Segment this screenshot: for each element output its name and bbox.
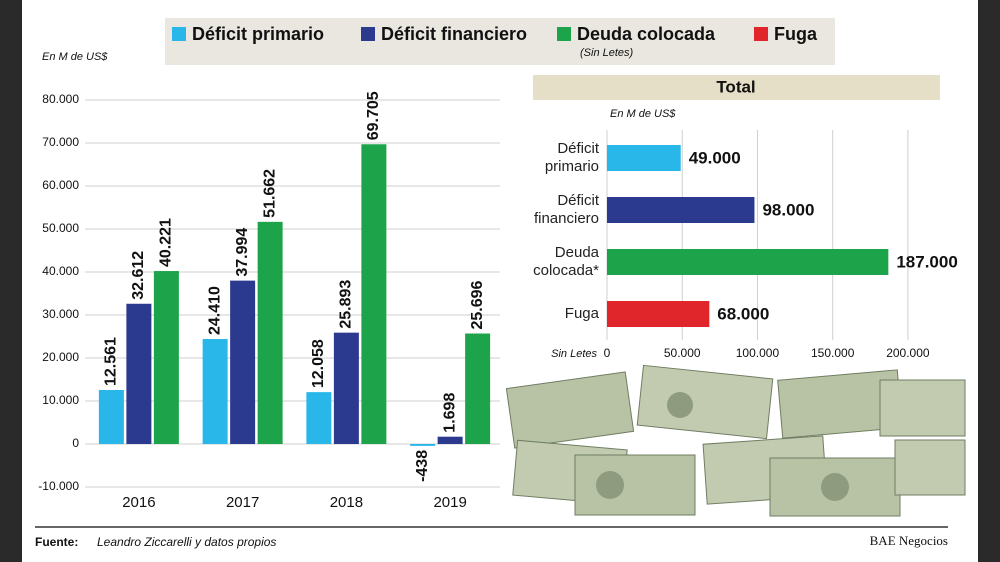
value-label: 1.698: [441, 393, 458, 433]
bar: [410, 444, 436, 446]
bar: [437, 436, 463, 444]
y-tick-label: 20.000: [42, 350, 79, 364]
x-tick-label: 50.000: [664, 346, 701, 360]
legend-label: Déficit financiero: [381, 24, 527, 44]
x-tick-label: 2017: [226, 494, 259, 511]
bar: [306, 392, 332, 444]
panel-title: Total: [716, 77, 755, 96]
value-label: 12.561: [103, 337, 120, 386]
y-tick-label: 10.000: [42, 393, 79, 407]
y-tick-label: -10.000: [38, 479, 79, 493]
y-tick-label: 30.000: [42, 307, 79, 321]
legend-swatch: [172, 27, 186, 41]
y-tick-label: Fuga: [564, 305, 599, 322]
value-label: 51.662: [261, 169, 278, 218]
legend-label: Deuda colocada: [577, 24, 716, 44]
y-tick-label: 70.000: [42, 135, 79, 149]
bar: [465, 333, 491, 444]
legend-note: (Sin Letes): [580, 47, 634, 59]
bar: [153, 271, 179, 444]
x-tick-label: 2016: [122, 494, 155, 511]
x-tick-label: 100.000: [736, 346, 780, 360]
x-tick-label: 150.000: [811, 346, 855, 360]
legend-swatch: [557, 27, 571, 41]
bar: [98, 389, 124, 444]
y-tick-label: Déficit primario: [544, 140, 599, 175]
y-tick-label: 0: [72, 436, 79, 450]
credit: BAE Negocios: [870, 533, 948, 548]
x-tick-label: 2018: [330, 494, 363, 511]
x-tick-label: 0: [604, 346, 611, 360]
bar: [333, 332, 359, 444]
legend-label: Fuga: [774, 24, 818, 44]
bar: [607, 145, 681, 171]
y-tick-label: 50.000: [42, 221, 79, 235]
bar: [607, 249, 889, 275]
value-label: 68.000: [717, 304, 769, 323]
value-label: 25.893: [338, 280, 355, 329]
value-label: 37.994: [234, 228, 251, 277]
x-axis-label: En M de US$: [610, 108, 676, 120]
y-tick-label: 60.000: [42, 178, 79, 192]
value-label: 98.000: [762, 200, 814, 219]
y-tick-label: 40.000: [42, 264, 79, 278]
value-label: -438: [414, 450, 431, 482]
value-label: 40.221: [158, 218, 175, 267]
value-label: 69.705: [365, 91, 382, 140]
bar: [202, 339, 228, 444]
legend-swatch: [754, 27, 768, 41]
legend-swatch: [361, 27, 375, 41]
bar: [607, 301, 710, 327]
source-label: Fuente:: [35, 535, 78, 549]
value-label: 24.410: [206, 286, 223, 335]
value-label: 49.000: [689, 148, 741, 167]
y-tick-label: 80.000: [42, 92, 79, 106]
bar: [126, 303, 152, 444]
bar: [257, 221, 283, 444]
value-label: 32.612: [130, 251, 147, 300]
source: Leandro Ziccarelli y datos propios: [97, 535, 276, 549]
value-label: 187.000: [896, 252, 957, 271]
y-tick-label: Deuda colocada*: [533, 244, 599, 279]
y-axis-label: En M de US$: [42, 51, 108, 63]
bar: [230, 280, 256, 444]
value-label: 12.058: [310, 339, 327, 388]
y-tick-label: Déficit financiero: [533, 192, 599, 227]
x-tick-label: 200.000: [886, 346, 930, 360]
legend-box: [165, 18, 835, 65]
annotation: Sin Letes: [551, 348, 597, 360]
bar: [361, 144, 387, 444]
value-label: 25.696: [469, 280, 486, 329]
legend-label: Déficit primario: [192, 24, 324, 44]
bar: [607, 197, 755, 223]
x-tick-label: 2019: [433, 494, 466, 511]
total-header: [533, 75, 940, 100]
money-illustration: [505, 364, 966, 517]
